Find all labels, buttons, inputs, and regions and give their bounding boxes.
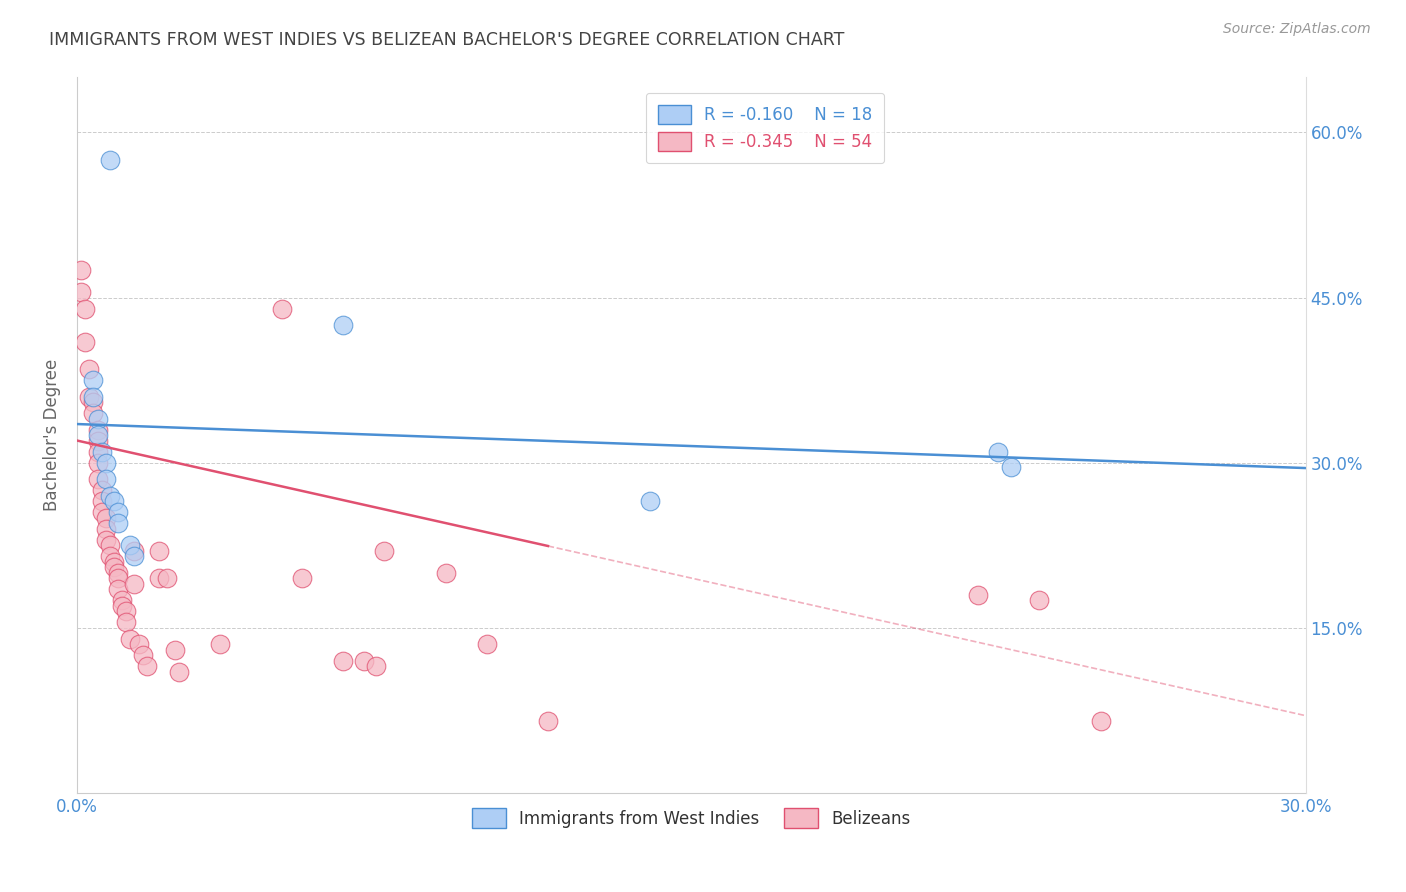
- Point: [82, 390, 104, 404]
- Point: [98, 153, 121, 167]
- Point: [115, 615, 138, 629]
- Point: [640, 494, 662, 508]
- Point: [103, 560, 125, 574]
- Point: [115, 604, 138, 618]
- Text: IMMIGRANTS FROM WEST INDIES VS BELIZEAN BACHELOR'S DEGREE CORRELATION CHART: IMMIGRANTS FROM WEST INDIES VS BELIZEAN …: [49, 31, 845, 49]
- Point: [94, 456, 117, 470]
- Point: [107, 582, 129, 596]
- Point: [86, 456, 108, 470]
- Point: [1090, 714, 1112, 728]
- Point: [373, 543, 395, 558]
- Point: [107, 516, 129, 530]
- Point: [70, 285, 93, 299]
- Point: [120, 632, 142, 646]
- Point: [135, 659, 157, 673]
- Point: [79, 362, 101, 376]
- Point: [111, 593, 134, 607]
- Point: [86, 434, 108, 448]
- Point: [90, 483, 112, 497]
- Text: Source: ZipAtlas.com: Source: ZipAtlas.com: [1223, 22, 1371, 37]
- Point: [332, 318, 354, 332]
- Point: [111, 599, 134, 613]
- Point: [364, 659, 387, 673]
- Point: [94, 510, 117, 524]
- Point: [75, 334, 97, 349]
- Point: [86, 444, 108, 458]
- Point: [434, 566, 457, 580]
- Point: [98, 538, 121, 552]
- Point: [148, 543, 170, 558]
- Point: [124, 549, 146, 563]
- Point: [86, 411, 108, 425]
- Point: [90, 444, 112, 458]
- Point: [120, 538, 142, 552]
- Point: [987, 444, 1010, 458]
- Point: [79, 390, 101, 404]
- Point: [70, 263, 93, 277]
- Point: [537, 714, 560, 728]
- Point: [94, 522, 117, 536]
- Point: [94, 533, 117, 547]
- Point: [86, 472, 108, 486]
- Point: [169, 665, 191, 679]
- Point: [967, 588, 990, 602]
- Point: [209, 637, 232, 651]
- Point: [156, 571, 179, 585]
- Point: [82, 373, 104, 387]
- Point: [103, 494, 125, 508]
- Point: [291, 571, 314, 585]
- Legend: Immigrants from West Indies, Belizeans: Immigrants from West Indies, Belizeans: [465, 802, 917, 834]
- Point: [131, 648, 153, 662]
- Point: [148, 571, 170, 585]
- Point: [75, 301, 97, 316]
- Point: [353, 654, 375, 668]
- Point: [86, 423, 108, 437]
- Point: [1028, 593, 1050, 607]
- Point: [475, 637, 498, 651]
- Point: [270, 301, 292, 316]
- Point: [86, 428, 108, 442]
- Point: [107, 571, 129, 585]
- Point: [90, 505, 112, 519]
- Point: [82, 395, 104, 409]
- Point: [90, 494, 112, 508]
- Point: [103, 555, 125, 569]
- Point: [82, 406, 104, 420]
- Point: [94, 472, 117, 486]
- Point: [128, 637, 150, 651]
- Point: [124, 576, 146, 591]
- Point: [107, 566, 129, 580]
- Point: [165, 642, 187, 657]
- Point: [124, 543, 146, 558]
- Point: [1000, 459, 1022, 474]
- Point: [98, 489, 121, 503]
- Y-axis label: Bachelor's Degree: Bachelor's Degree: [44, 359, 60, 511]
- Point: [332, 654, 354, 668]
- Point: [107, 505, 129, 519]
- Point: [98, 549, 121, 563]
